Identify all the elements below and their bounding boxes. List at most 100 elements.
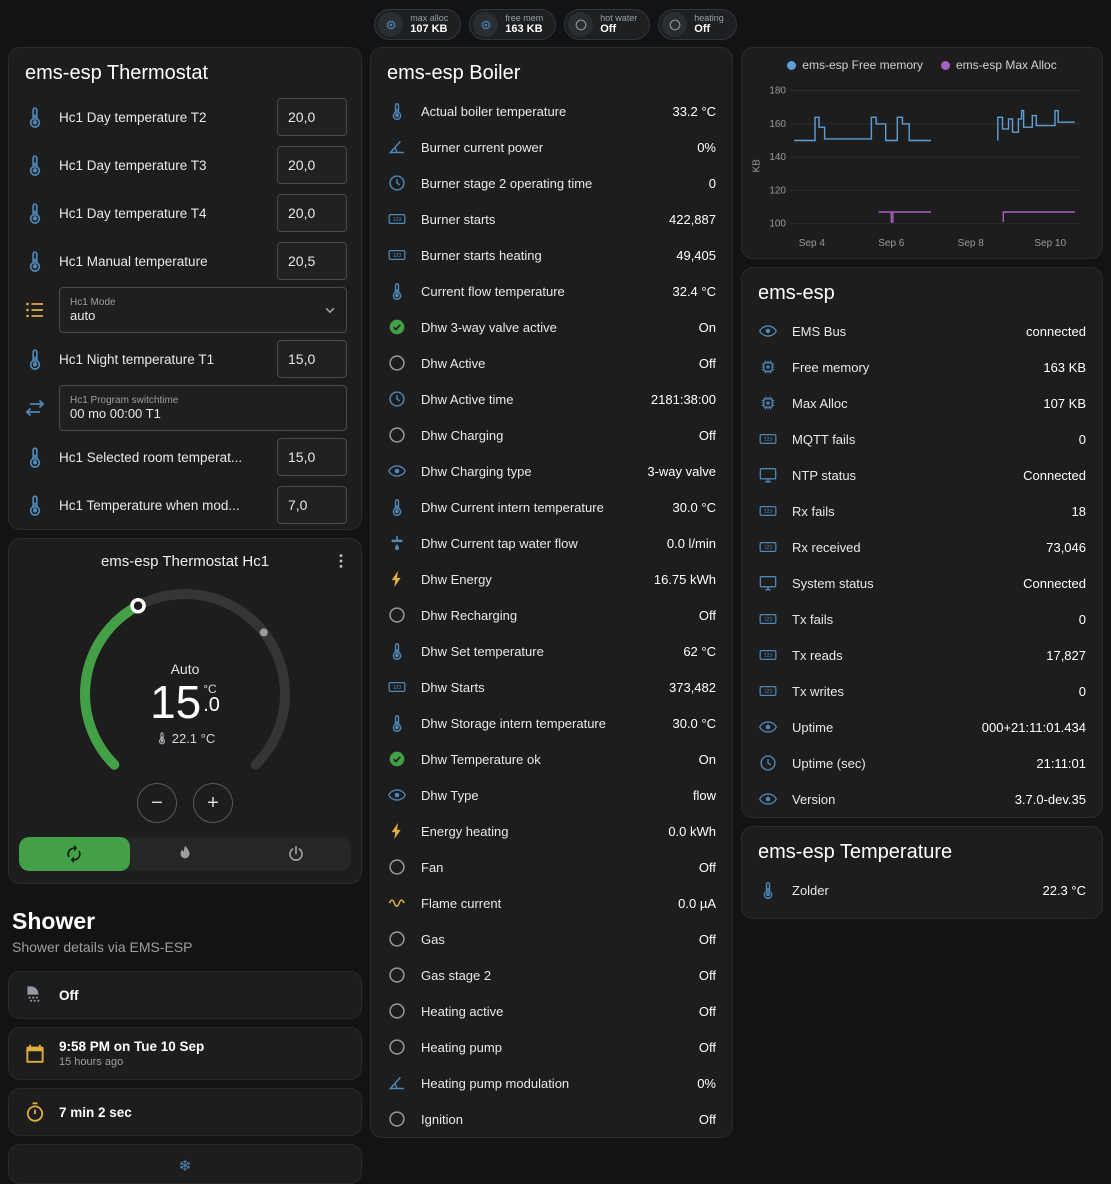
entity-row[interactable]: NTP status Connected — [742, 457, 1102, 493]
entity-row[interactable]: 123 Tx reads 17,827 — [742, 637, 1102, 673]
card-title: ems-esp Thermostat — [25, 62, 209, 84]
menu-dots-icon[interactable] — [331, 551, 351, 571]
entity-value: 3.7.0-dev.35 — [1014, 791, 1086, 807]
entity-value: connected — [1026, 323, 1086, 339]
entity-row[interactable]: 123 Burner starts 422,887 — [371, 201, 732, 237]
entity-row[interactable]: Gas stage 2 Off — [371, 957, 732, 993]
field-value: 00 mo 00:00 T1 — [70, 406, 161, 421]
entity-row[interactable]: 123 MQTT fails 0 — [742, 421, 1102, 457]
entity-row[interactable]: System status Connected — [742, 565, 1102, 601]
number-input[interactable] — [277, 146, 347, 184]
entity-row[interactable]: Uptime 000+21:11:01.434 — [742, 709, 1102, 745]
shower-detail-card[interactable]: Off — [8, 971, 362, 1019]
entity-row: Hc1 Day temperature T4 — [9, 189, 361, 237]
temp-increase-button[interactable]: + — [193, 783, 233, 823]
entity-row[interactable]: Dhw Active time 2181:38:00 — [371, 381, 732, 417]
hvac-mode-off-button[interactable] — [240, 837, 351, 871]
climate-partial-card[interactable]: ❄ — [8, 1144, 362, 1184]
entity-row[interactable]: Burner stage 2 operating time 0 — [371, 165, 732, 201]
entity-value: 49,405 — [676, 247, 716, 263]
temp-decrease-button[interactable]: − — [137, 783, 177, 823]
dial-handle[interactable] — [130, 597, 146, 614]
entity-row[interactable]: Gas Off — [371, 921, 732, 957]
entity-row[interactable]: Dhw Storage intern temperature 30.0 °C — [371, 705, 732, 741]
thermometer-icon — [387, 281, 407, 301]
text-field[interactable]: Hc1 Program switchtime 00 mo 00:00 T1 — [59, 385, 347, 431]
entity-row[interactable]: Dhw Charging Off — [371, 417, 732, 453]
entity-name: Tx reads — [792, 647, 843, 663]
entity-row[interactable]: 123 Rx fails 18 — [742, 493, 1102, 529]
number-input[interactable] — [277, 98, 347, 136]
number-input[interactable] — [277, 486, 347, 524]
number-input[interactable] — [277, 194, 347, 232]
entity-row[interactable]: Uptime (sec) 21:11:01 — [742, 745, 1102, 781]
counter-icon: 123 — [758, 645, 778, 665]
counter-icon: 123 — [387, 209, 407, 229]
memory-history-chart[interactable]: 100 120 140 160 180 Sep 4 Sep 6 Sep 8 Sep 10 — [764, 76, 1086, 254]
entity-row[interactable]: 123 Rx received 73,046 — [742, 529, 1102, 565]
counter-icon: 123 — [758, 501, 778, 521]
angle-icon — [387, 1073, 407, 1093]
entity-name: Dhw Temperature ok — [421, 751, 541, 767]
clock-icon — [758, 753, 778, 773]
entity-row[interactable]: Dhw 3-way valve active On — [371, 309, 732, 345]
hvac-mode-heat-button[interactable] — [130, 837, 241, 871]
entity-row[interactable]: Flame current 0.0 µA — [371, 885, 732, 921]
entity-value: On — [698, 319, 716, 335]
status-chip[interactable]: hot water Off — [564, 9, 651, 40]
hvac-mode-auto-button[interactable] — [19, 837, 130, 871]
status-chip[interactable]: heating Off — [658, 9, 737, 40]
entity-row[interactable]: 123 Dhw Starts 373,482 — [371, 669, 732, 705]
svg-text:123: 123 — [393, 685, 402, 691]
flame-icon — [175, 844, 195, 864]
entity-row[interactable]: Max Alloc 107 KB — [742, 385, 1102, 421]
ems-esp-card: ems-esp EMS Bus connected Free memory 16… — [741, 267, 1103, 818]
entity-row[interactable]: Dhw Temperature ok On — [371, 741, 732, 777]
entity-row[interactable]: Heating pump Off — [371, 1029, 732, 1065]
entity-row[interactable]: Dhw Charging type 3-way valve — [371, 453, 732, 489]
entity-row[interactable]: Version 3.7.0-dev.35 — [742, 781, 1102, 817]
mode-select[interactable]: Hc1 Mode auto — [59, 287, 347, 333]
entity-row[interactable]: Dhw Energy 16.75 kWh — [371, 561, 732, 597]
entity-row[interactable]: Zolder 22.3 °C — [742, 872, 1102, 908]
entity-value: 0.0 kWh — [668, 823, 716, 839]
entity-row[interactable]: Dhw Set temperature 62 °C — [371, 633, 732, 669]
status-chip[interactable]: max alloc 107 KB — [374, 9, 462, 40]
entity-row[interactable]: Ignition Off — [371, 1101, 732, 1137]
entity-row[interactable]: 123 Tx fails 0 — [742, 601, 1102, 637]
entity-row[interactable]: Energy heating 0.0 kWh — [371, 813, 732, 849]
number-input[interactable] — [277, 242, 347, 280]
circle-icon — [387, 1109, 407, 1129]
entity-row[interactable]: 123 Tx writes 0 — [742, 673, 1102, 709]
entity-row[interactable]: Actual boiler temperature 33.2 °C — [371, 93, 732, 129]
entity-row[interactable]: 123 Burner starts heating 49,405 — [371, 237, 732, 273]
entity-row[interactable]: Dhw Current intern temperature 30.0 °C — [371, 489, 732, 525]
entity-row[interactable]: Dhw Type flow — [371, 777, 732, 813]
legend-dot — [941, 60, 950, 70]
entity-row[interactable]: EMS Bus connected — [742, 313, 1102, 349]
entity-name: Hc1 Day temperature T4 — [59, 205, 207, 221]
entity-row[interactable]: Current flow temperature 32.4 °C — [371, 273, 732, 309]
number-input[interactable] — [277, 340, 347, 378]
entity-name: Rx fails — [792, 503, 835, 519]
entity-row[interactable]: Free memory 163 KB — [742, 349, 1102, 385]
entity-row[interactable]: Dhw Recharging Off — [371, 597, 732, 633]
entity-value: 62 °C — [683, 643, 716, 659]
entity-row[interactable]: Heating active Off — [371, 993, 732, 1029]
entity-row[interactable]: Heating pump modulation 0% — [371, 1065, 732, 1101]
thermostat-dial[interactable]: Auto 15 °C .0 22.1 °C − + — [70, 579, 300, 823]
entity-row[interactable]: Dhw Current tap water flow 0.0 l/min — [371, 525, 732, 561]
shower-detail-card[interactable]: 7 min 2 sec — [8, 1088, 362, 1136]
entity-row[interactable]: Burner current power 0% — [371, 129, 732, 165]
entity-row[interactable]: Dhw Active Off — [371, 345, 732, 381]
autorenew-icon — [64, 844, 84, 864]
circle-icon — [387, 857, 407, 877]
legend-item[interactable]: ems-esp Free memory — [787, 58, 923, 72]
status-chip[interactable]: free mem 163 KB — [469, 9, 557, 40]
shower-detail-card[interactable]: 9:58 PM on Tue 10 Sep 15 hours ago — [8, 1027, 362, 1080]
card-value: 9:58 PM on Tue 10 Sep — [59, 1039, 205, 1054]
entity-row: Hc1 Program switchtime 00 mo 00:00 T1 — [9, 383, 361, 433]
legend-item[interactable]: ems-esp Max Alloc — [941, 58, 1057, 72]
number-input[interactable] — [277, 438, 347, 476]
entity-row[interactable]: Fan Off — [371, 849, 732, 885]
